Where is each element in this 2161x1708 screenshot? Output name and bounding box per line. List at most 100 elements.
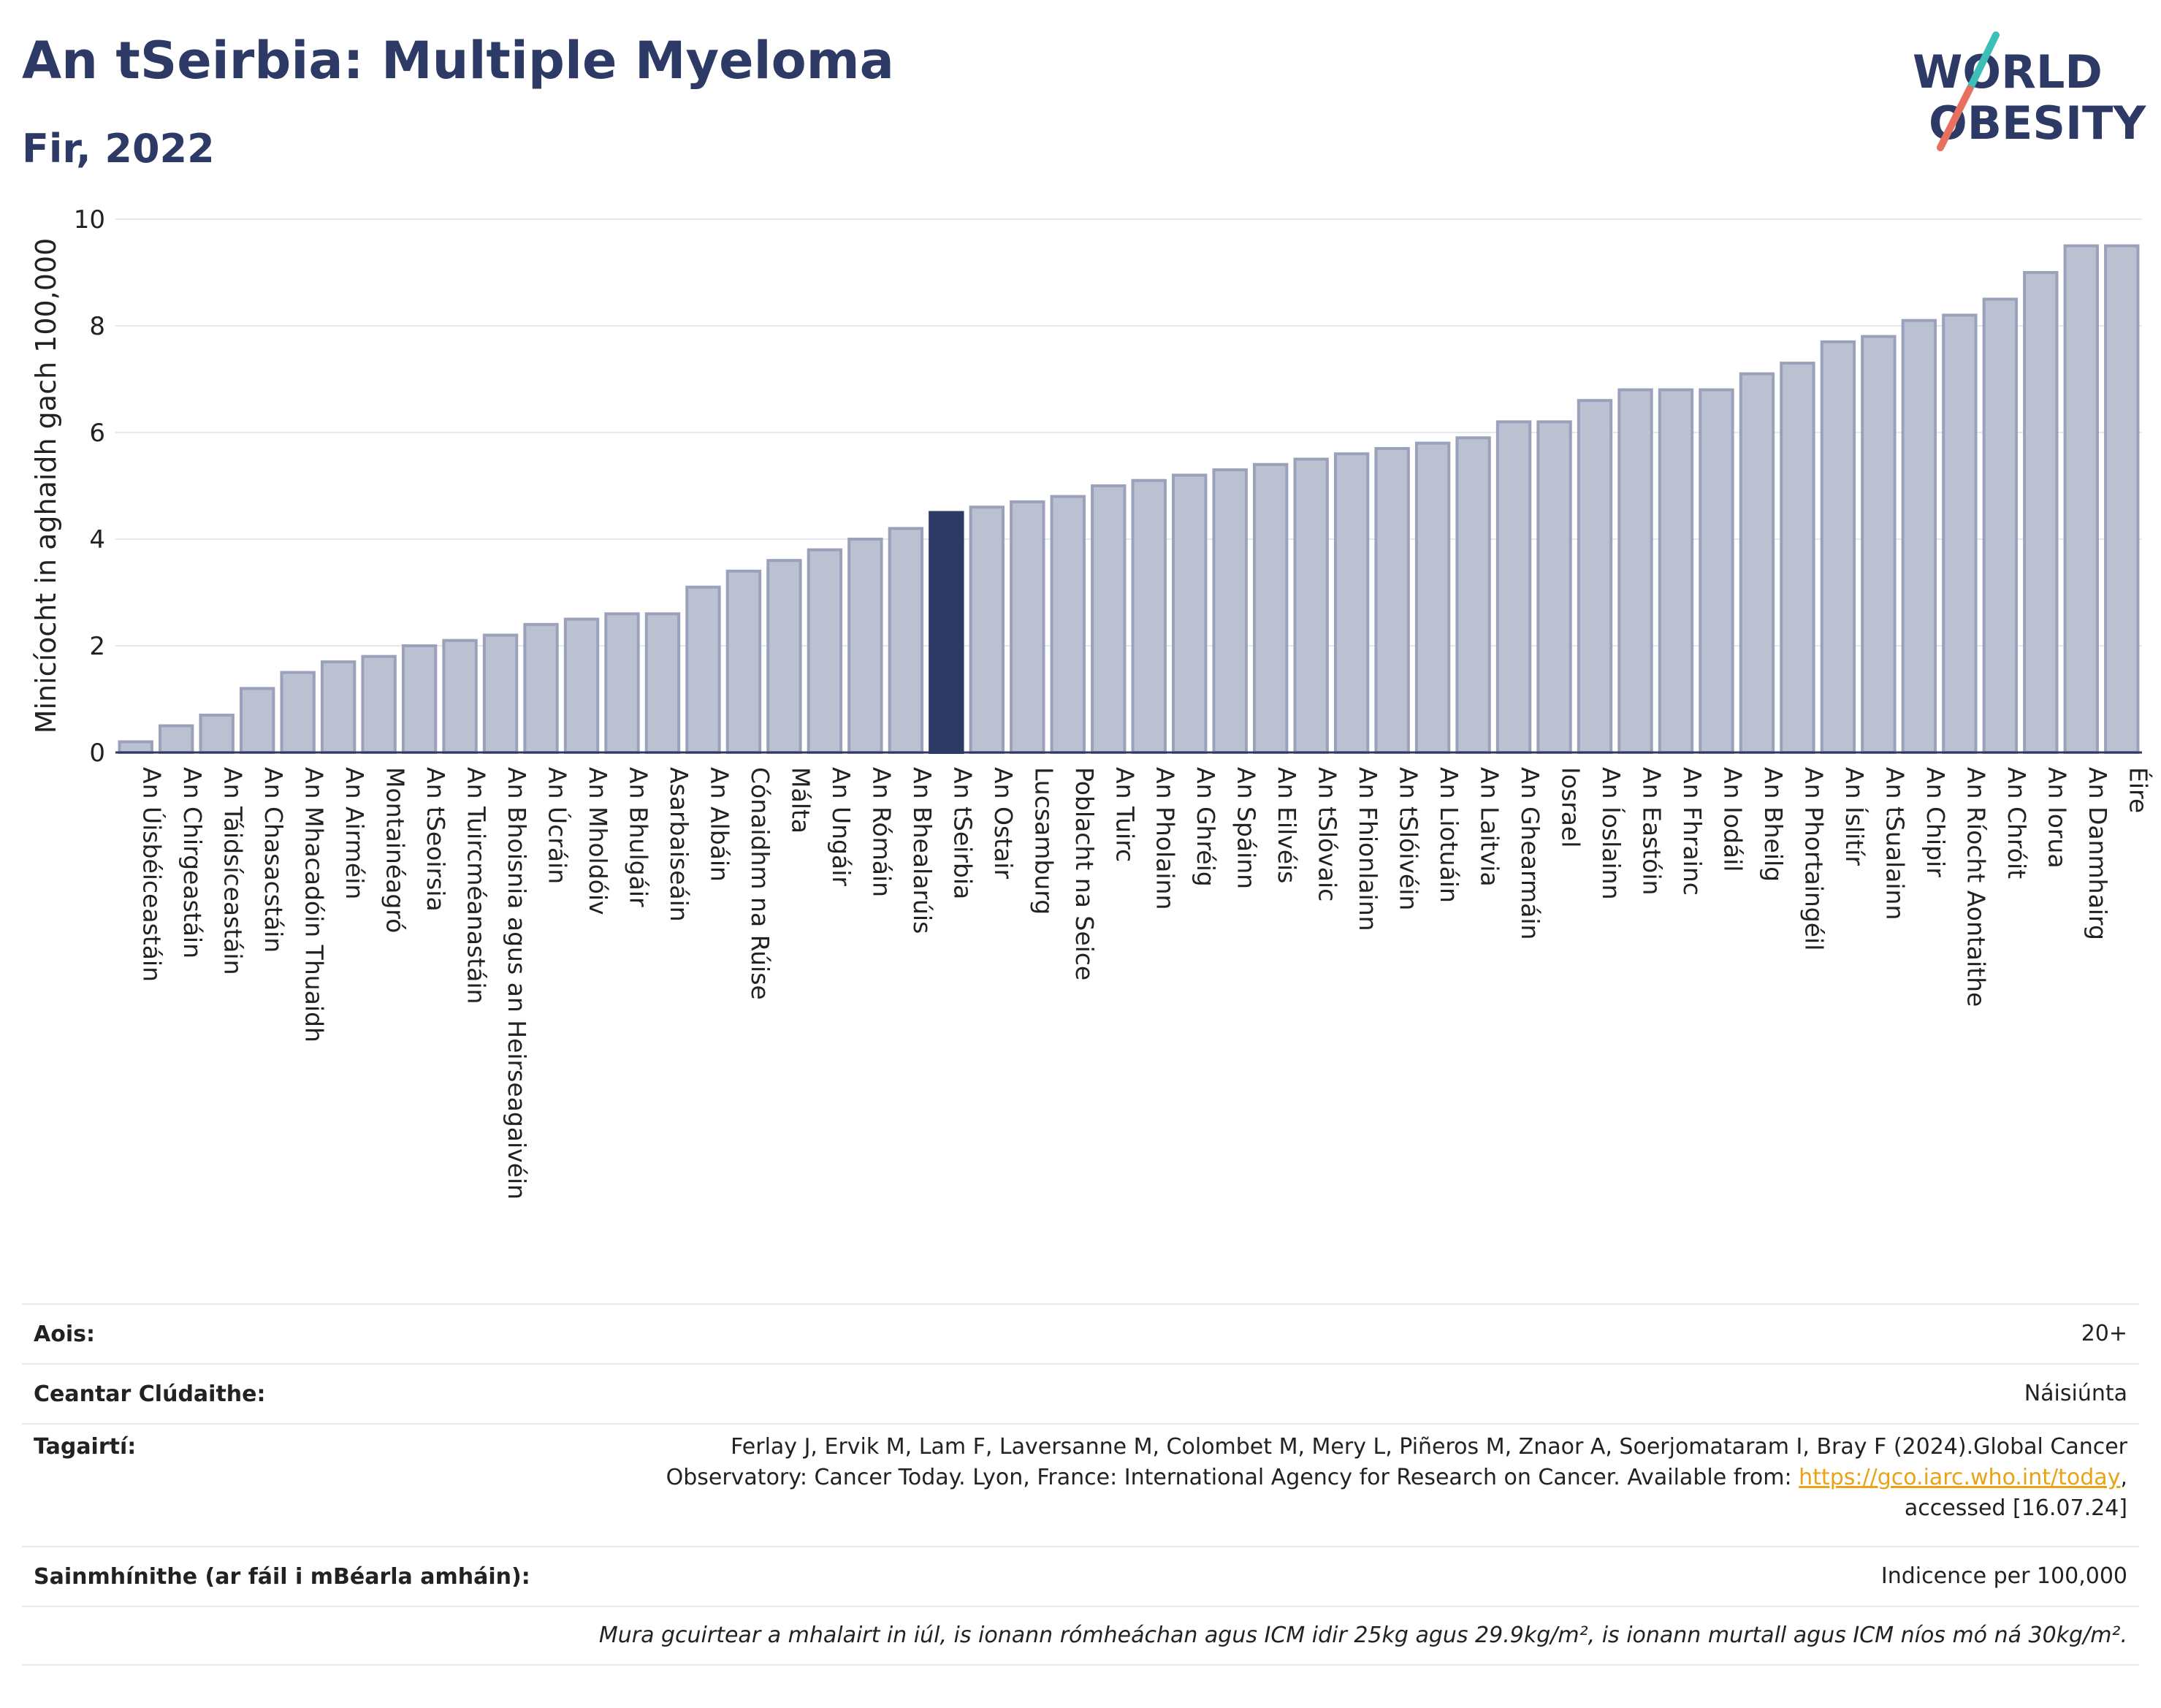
refs-link[interactable]: https://gco.iarc.who.int/today <box>1799 1465 2121 1490</box>
x-tick-label: An Ríocht Aontaithe <box>1962 767 1990 1007</box>
x-tick-label: An Ungáir <box>827 767 855 886</box>
bar <box>1131 479 1167 754</box>
bar <box>1982 297 2019 754</box>
x-tick-label: An tSeoirsia <box>422 767 450 912</box>
bar <box>1050 495 1086 754</box>
world-obesity-logo: WORLD OBESITY <box>1913 31 2146 151</box>
bar <box>401 644 438 754</box>
x-tick-label: An Rómáin <box>867 767 896 897</box>
x-tick-label: An Albáin <box>705 767 733 882</box>
bar <box>1820 340 1856 754</box>
x-tick-label: An Pholainn <box>1151 767 1180 910</box>
x-tick-label: Asarbaiseáin <box>665 767 693 922</box>
info-row-area: Ceantar Clúdaithe: Náisiúnta <box>22 1363 2139 1423</box>
bar <box>1414 441 1451 754</box>
refs-line1: Ferlay J, Ervik M, Lam F, Laversanne M, … <box>731 1434 2127 1460</box>
x-tick-label: An Mholdóiv <box>584 767 612 915</box>
x-tick-label: An Chirgeastáin <box>178 767 207 958</box>
bar <box>766 559 802 754</box>
bar <box>1942 313 1978 754</box>
y-tick-label: 6 <box>89 419 105 448</box>
bar <box>1536 420 1572 755</box>
bar <box>1780 362 1815 755</box>
x-tick-label: An Íoslainn <box>1597 767 1626 899</box>
definitions-label: Sainmhínithe (ar fáil i mBéarla amháin): <box>34 1563 530 1590</box>
footnote: Mura gcuirtear a mhalairt in iúl, is ion… <box>598 1623 2127 1648</box>
x-tick-label: An Fhrainc <box>1678 767 1707 896</box>
x-tick-label: Éire <box>2124 767 2153 813</box>
bar <box>1172 473 1208 755</box>
x-tick-label: An Mhacadóin Thuaidh <box>300 767 329 1042</box>
bar <box>159 724 194 754</box>
bar <box>1455 436 1491 754</box>
logo-slash-bottom <box>1937 85 1973 151</box>
bar <box>1901 319 1937 754</box>
info-table: Aois: 20+ Ceantar Clúdaithe: Náisiúnta T… <box>22 1303 2139 1666</box>
bar <box>1577 399 1613 754</box>
x-tick-label: An tSualainn <box>1880 767 1909 920</box>
bar <box>280 671 316 754</box>
age-label: Aois: <box>34 1321 95 1347</box>
bar <box>2023 271 2059 754</box>
x-tick-label: An Bheilg <box>1759 767 1788 882</box>
bar <box>320 660 357 755</box>
y-axis-label: Minicíocht in aghaidh gach 100,000 <box>30 238 62 734</box>
bar <box>2104 244 2140 754</box>
y-tick-label: 8 <box>89 312 105 341</box>
refs-label: Tagairtí: <box>34 1434 137 1460</box>
x-tick-label: An Danmhairg <box>2084 767 2112 940</box>
bar <box>1739 372 1775 754</box>
x-tick-label: An Ostair <box>989 767 1018 879</box>
bar <box>1333 452 1370 754</box>
x-tick-label: An Phortaingéil <box>1799 767 1828 950</box>
y-tick-label: 10 <box>74 205 105 235</box>
x-tick-label: Iosrael <box>1557 767 1585 847</box>
refs-value: Ferlay J, Ervik M, Lam F, Laversanne M, … <box>666 1432 2127 1546</box>
x-tick-label: An Liotuáin <box>1435 767 1463 903</box>
info-row-references: Tagairtí: Ferlay J, Ervik M, Lam F, Lave… <box>22 1423 2139 1546</box>
x-tick-label: An Táidsíceastáin <box>219 767 248 975</box>
x-tick-label: An Spáinn <box>1232 767 1261 889</box>
area-value: Náisiúnta <box>2024 1381 2127 1406</box>
age-value: 20+ <box>2081 1321 2127 1346</box>
info-row-note: Mura gcuirtear a mhalairt in iúl, is ion… <box>22 1606 2139 1666</box>
bar <box>442 638 478 755</box>
x-tick-label: An Tuirc <box>1110 767 1139 862</box>
x-tick-label: Poblacht na Seice <box>1070 767 1099 980</box>
x-tick-label: An Ghearmáin <box>1516 767 1544 939</box>
x-tick-label: Montainéagró <box>381 767 410 933</box>
bar <box>563 617 600 754</box>
bar <box>239 687 275 755</box>
x-tick-label: An Ghréig <box>1192 767 1220 887</box>
x-tick-label: An Eastóin <box>1638 767 1666 895</box>
bar <box>1293 457 1329 754</box>
refs-line2: Observatory: Cancer Today. Lyon, France:… <box>666 1465 2127 1490</box>
bar <box>807 548 843 754</box>
x-tick-label: An Chasacstáin <box>259 767 288 953</box>
x-tick-label: Málta <box>786 767 815 834</box>
x-tick-label: An Bhealarúis <box>908 767 937 934</box>
info-row-definitions: Sainmhínithe (ar fáil i mBéarla amháin):… <box>22 1546 2139 1606</box>
bar <box>1617 388 1653 754</box>
x-tick-label: An tSeirbia <box>948 767 977 899</box>
x-tick-label: Cónaidhm na Rúise <box>746 767 774 1000</box>
y-tick-label: 2 <box>89 632 105 661</box>
x-tick-label: An Úcráin <box>544 767 573 884</box>
x-tick-label: An Eilvéis <box>1273 767 1301 883</box>
x-tick-label: An Fhionlainn <box>1354 767 1382 931</box>
bar <box>1658 388 1694 754</box>
y-tick-label: 0 <box>89 739 105 768</box>
bar <box>1252 462 1289 754</box>
bar <box>644 612 681 755</box>
page-subtitle: Fir, 2022 <box>22 126 215 172</box>
bar <box>1212 468 1248 754</box>
x-tick-label: An Tuircméanastáin <box>462 767 491 1004</box>
x-tick-label: An Iorua <box>2043 767 2071 869</box>
bar <box>1091 484 1127 754</box>
logo-line1: WORLD <box>1913 45 2103 99</box>
bar <box>969 506 1005 754</box>
x-tick-label: An tSlóivéin <box>1395 767 1423 910</box>
x-tick-label: An Bhoisnia agus an Heirseagaivéin <box>503 767 531 1200</box>
info-row-age: Aois: 20+ <box>22 1303 2139 1363</box>
x-tick-label: An Airméin <box>340 767 369 899</box>
